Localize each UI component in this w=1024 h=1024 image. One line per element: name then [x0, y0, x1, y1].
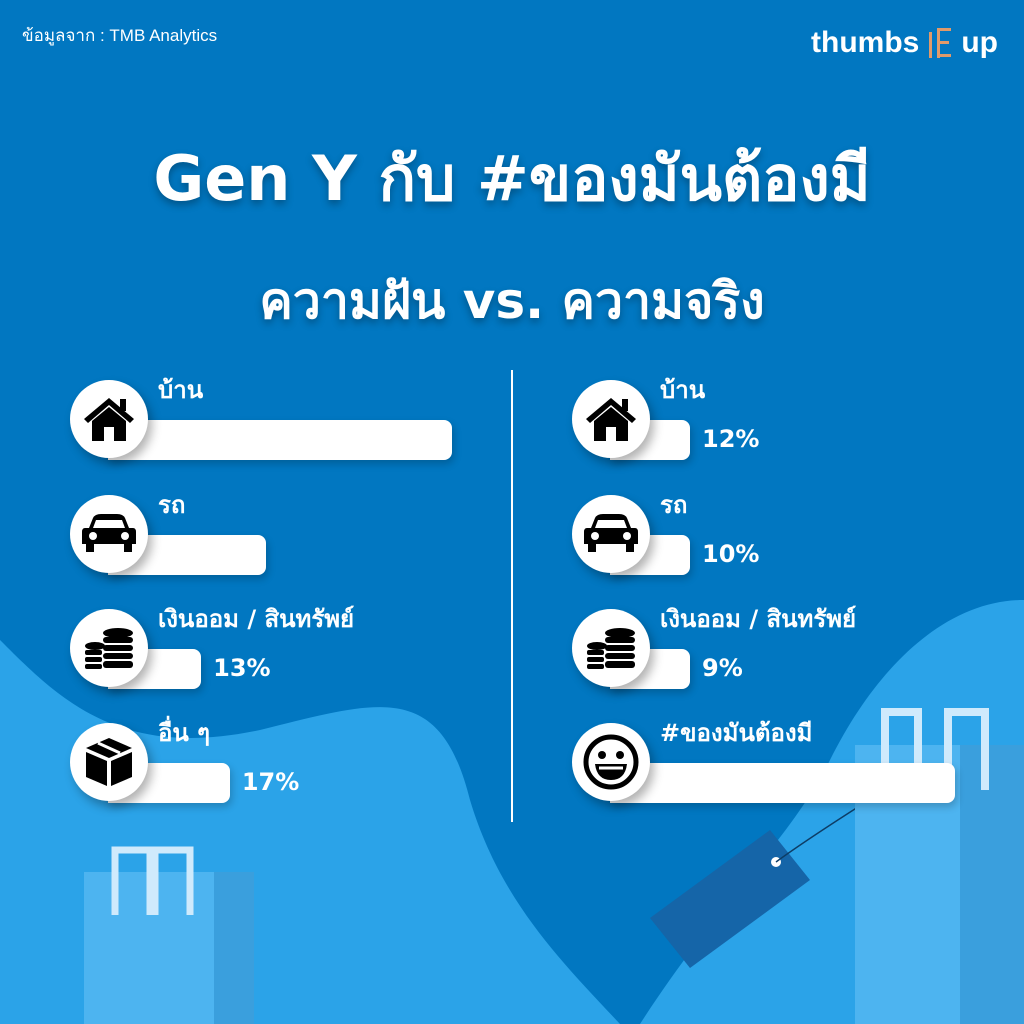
- bar-label: รถ: [158, 491, 186, 519]
- divider: [511, 370, 513, 822]
- bar-label: อื่น ๆ: [158, 719, 211, 747]
- value-label: 10%: [702, 540, 760, 568]
- coins-icon: [572, 609, 650, 687]
- logo-text-left: thumbs: [811, 26, 920, 59]
- data-source: ข้อมูลจาก : TMB Analytics: [22, 26, 218, 45]
- box-icon: [70, 723, 148, 801]
- bar: [610, 763, 955, 803]
- bar-label: บ้าน: [158, 376, 204, 404]
- bar-label: #ของมันต้องมี: [660, 719, 813, 747]
- coins-icon: [70, 609, 148, 687]
- value-label: 17%: [241, 768, 300, 796]
- bar-label: เงินออม / สินทรัพย์: [660, 605, 857, 633]
- car-icon: [572, 495, 650, 573]
- logo-mark-icon: [927, 28, 953, 58]
- value-label: 13%: [213, 654, 271, 682]
- bar: [108, 420, 452, 460]
- value-label: 9%: [702, 654, 743, 682]
- page-subtitle: ความฝัน vs. ความจริง: [259, 272, 765, 330]
- bar-label: รถ: [660, 491, 688, 519]
- logo-text-right: up: [961, 26, 998, 59]
- value-label: 12%: [702, 425, 760, 453]
- thumbsup-logo: thumbs up: [811, 26, 998, 60]
- car-icon: [70, 495, 148, 573]
- house-icon: [70, 380, 148, 458]
- grin-face-icon: [572, 723, 650, 801]
- house-icon: [572, 380, 650, 458]
- shopping-bag-right: [855, 708, 1024, 1024]
- page-title: Gen Y กับ #ของมันต้องมี: [153, 142, 871, 215]
- bar-label: เงินออม / สินทรัพย์: [158, 605, 355, 633]
- bar-label: บ้าน: [660, 376, 706, 404]
- shopping-bag-left: [84, 846, 254, 1024]
